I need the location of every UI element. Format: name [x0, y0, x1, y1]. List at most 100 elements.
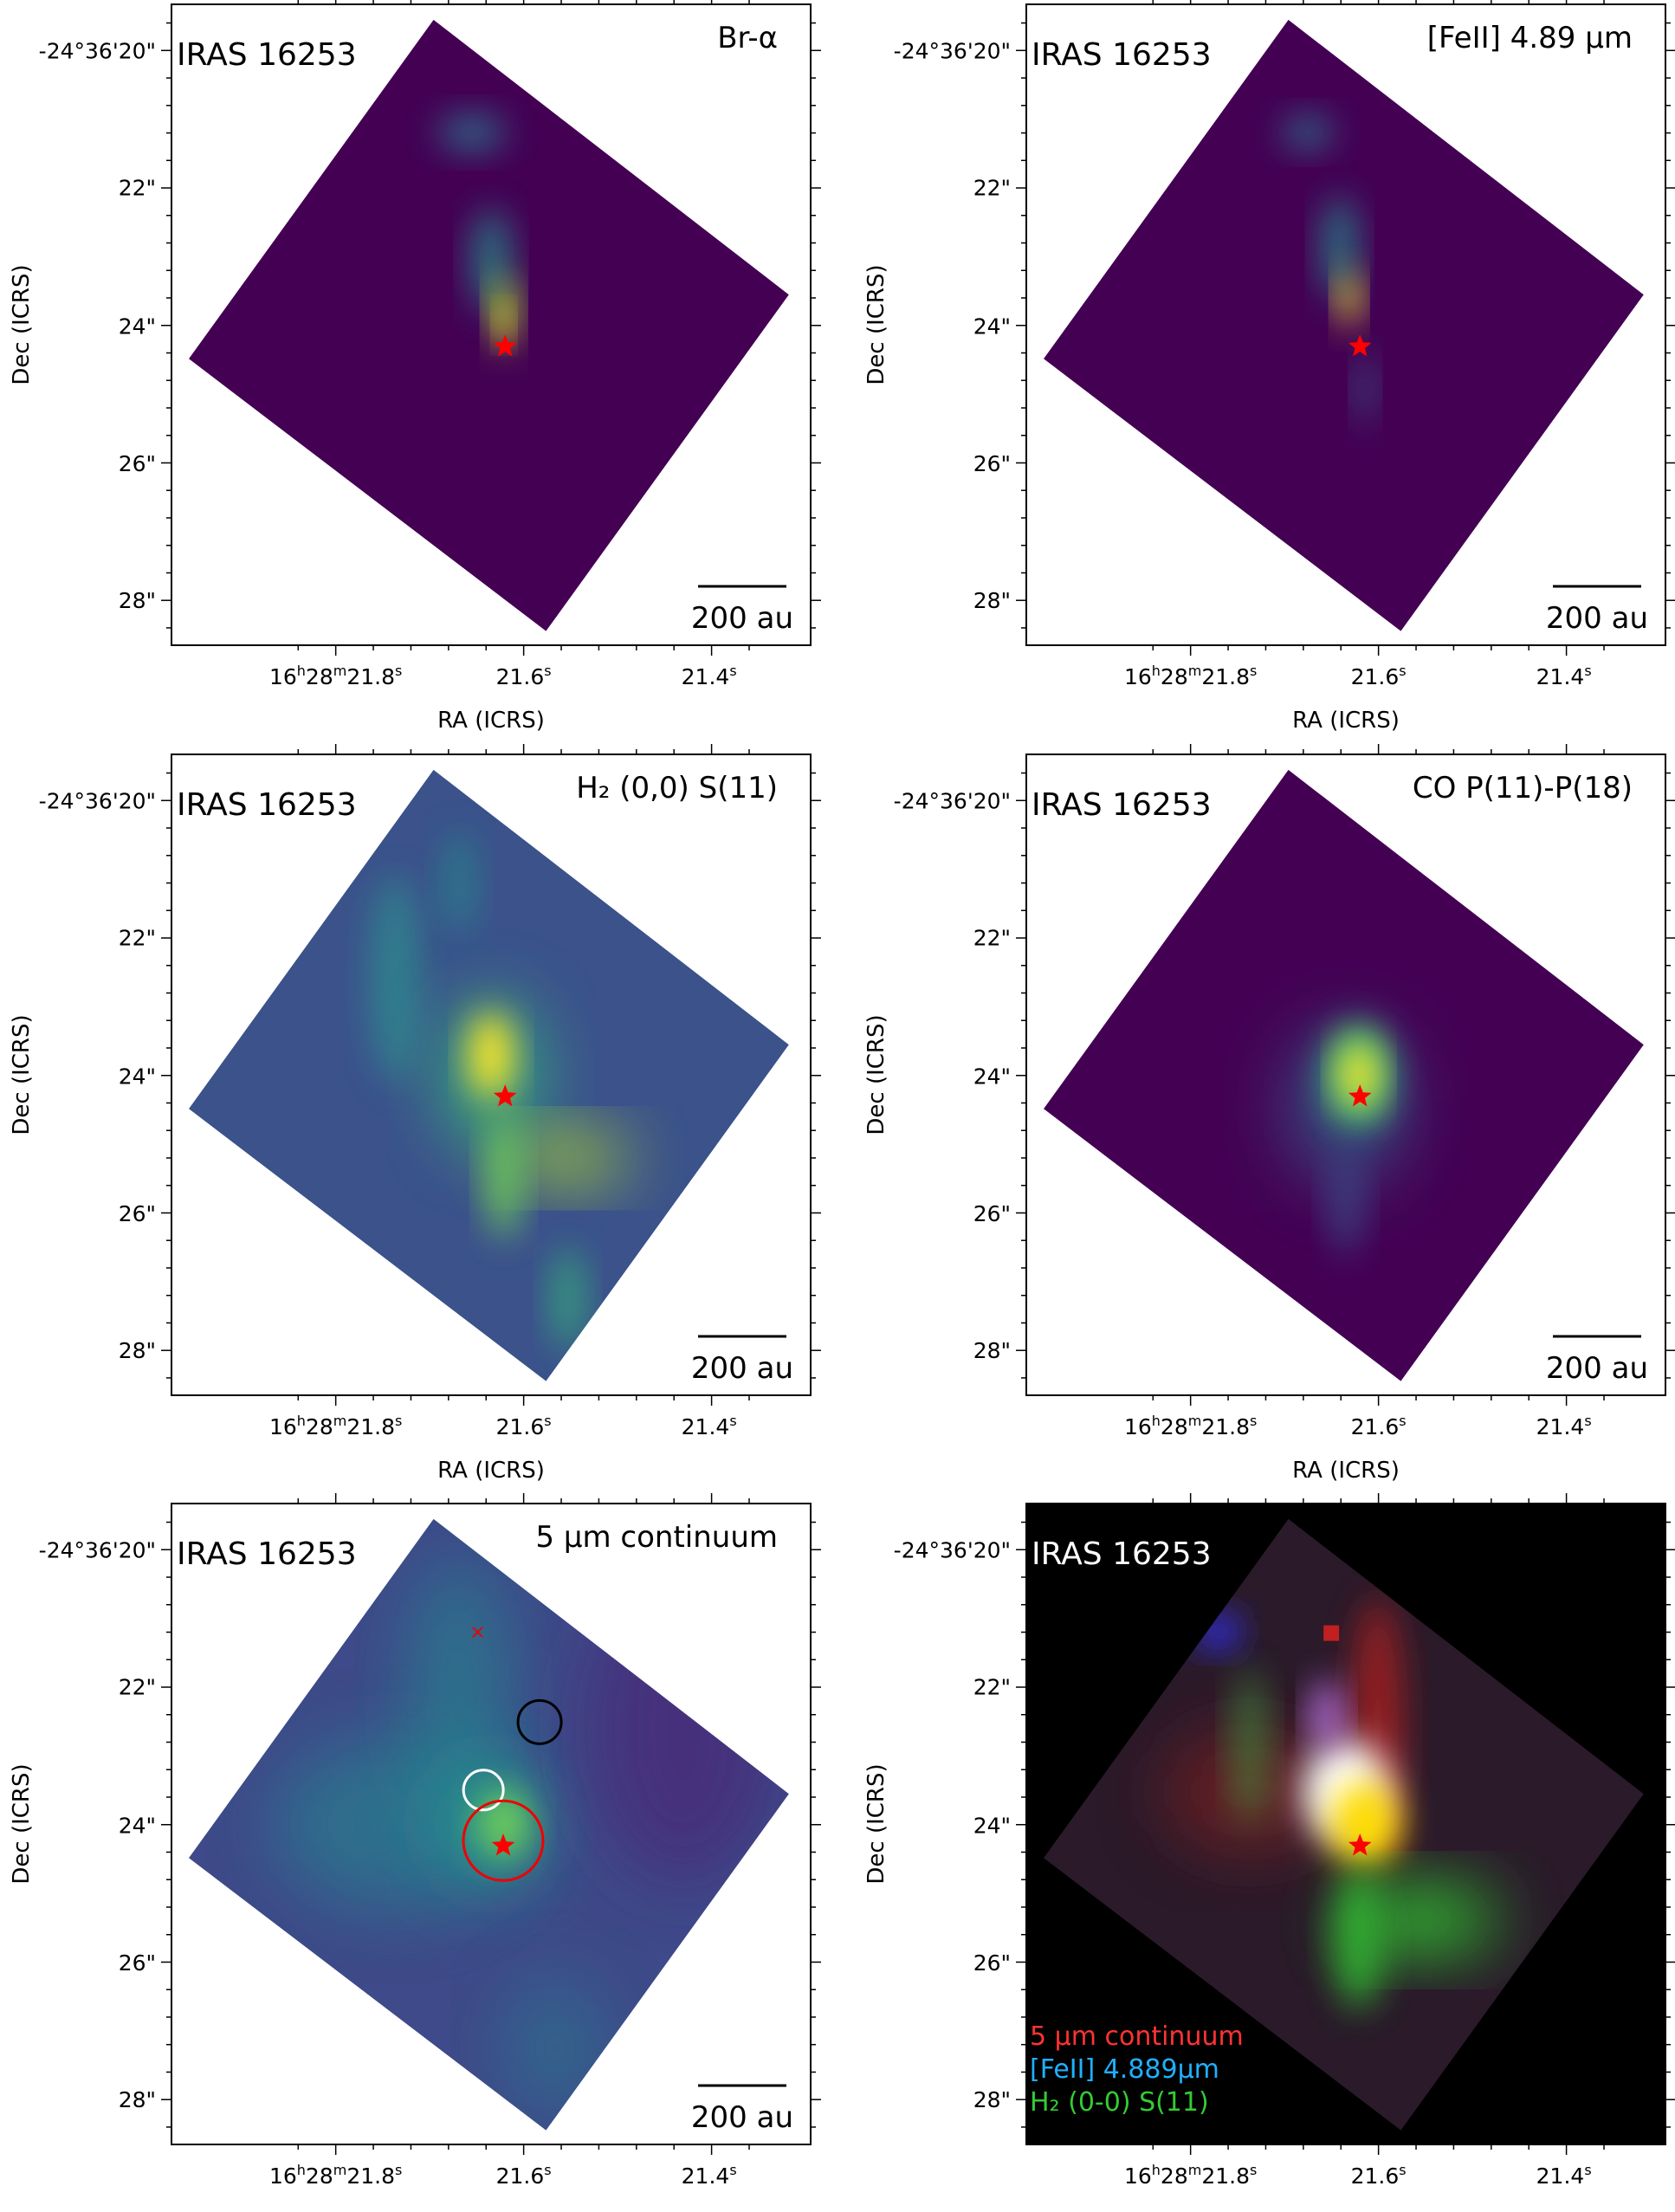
emission-region	[1281, 115, 1334, 150]
y-tick-label: 22"	[973, 1675, 1011, 1700]
image-field	[188, 19, 789, 631]
x-tick-label-part: s	[1399, 663, 1406, 679]
x-tick-label: 21.4s	[1536, 2162, 1592, 2189]
emission-region	[1356, 354, 1374, 424]
star-icon	[1348, 1084, 1372, 1107]
red-patch	[1323, 1625, 1340, 1641]
panel-title: Br-α	[717, 21, 778, 55]
x-tick-label-part: s	[544, 2162, 551, 2178]
x-tick-label-part: 21.4	[682, 2163, 730, 2189]
scale-bar-label: 200 au	[691, 601, 793, 636]
x-tick-label-part: s	[729, 663, 736, 679]
x-tick-label-part: 21.4	[682, 1414, 730, 1439]
x-tick-label-part: s	[1584, 663, 1591, 679]
x-tick-label-part: 16	[1124, 2163, 1152, 2189]
x-tick-label: 21.6s	[496, 663, 552, 689]
object-label: IRAS 16253	[177, 37, 357, 73]
x-axis-label: RA (ICRS)	[437, 708, 545, 734]
x-tick-label-part: s	[395, 663, 402, 679]
x-tick-label-part: 21.4	[1536, 2163, 1585, 2189]
y-tick-label: -24°36'20"	[894, 38, 1011, 63]
y-tick-label: -24°36'20"	[894, 1537, 1011, 1562]
emission-region	[369, 875, 422, 1083]
legend-entry: [FeII] 4.889μm	[1030, 2054, 1219, 2085]
y-tick-label: 22"	[119, 926, 156, 951]
y-tick-label: 24"	[973, 1064, 1011, 1089]
x-tick-label-part: 21.4	[682, 664, 730, 689]
object-label: IRAS 16253	[177, 1536, 357, 1572]
x-tick-label-part: s	[1250, 663, 1257, 679]
emission-region	[437, 113, 507, 152]
emission-region	[1310, 1680, 1342, 1750]
x-tick-label-part: m	[333, 1413, 347, 1429]
y-tick-label: 24"	[973, 1813, 1011, 1838]
emission-region	[550, 1247, 585, 1351]
x-tick-label-part: 21.8	[346, 2163, 395, 2189]
x-tick-label: 21.4s	[682, 663, 737, 689]
emission-region	[507, 1132, 629, 1185]
x-tick-label-part: 28	[1161, 1414, 1188, 1439]
panel-5: ×-24°36'20"22"24"26"28"16h28m21.8s 21.6s 2…	[9, 1493, 821, 2212]
x-tick-label-part: 16	[1124, 1414, 1152, 1439]
panel-title: CO P(11)-P(18)	[1413, 771, 1633, 805]
y-tick-label: -24°36'20"	[39, 38, 156, 63]
x-tick-label: 16h28m21.8s	[1124, 2162, 1257, 2189]
y-axis-label: Dec (ICRS)	[863, 1763, 889, 1884]
scale-bar-label: 200 au	[691, 2100, 793, 2135]
black-circle-marker	[516, 1698, 563, 1745]
image-bra	[188, 19, 789, 631]
y-tick-label: -24°36'20"	[894, 788, 1011, 813]
x-tick-label: 16h28m21.8s	[269, 2162, 402, 2189]
x-tick-label-part: 21.4	[1536, 1414, 1585, 1439]
x-tick-label-part: s	[1250, 1413, 1257, 1429]
emission-region	[442, 831, 477, 935]
y-tick-label: 28"	[973, 1338, 1011, 1363]
x-tick-label-part: s	[1399, 1413, 1406, 1429]
x-tick-label-part: h	[1152, 2162, 1161, 2178]
x-tick-label-part: s	[1250, 2162, 1257, 2178]
y-tick-label: -24°36'20"	[39, 1537, 156, 1562]
emission-region	[1329, 1151, 1363, 1255]
y-tick-label: 24"	[973, 314, 1011, 339]
y-tick-label: 24"	[119, 314, 156, 339]
image-co	[1043, 769, 1644, 1381]
x-tick-label-part: h	[297, 2162, 306, 2178]
x-tick-label-part: h	[297, 1413, 306, 1429]
y-axis-label: Dec (ICRS)	[9, 1763, 35, 1884]
y-tick-label: 26"	[973, 451, 1011, 476]
x-axis-label: RA (ICRS)	[1292, 1458, 1400, 1484]
x-tick-label-part: m	[1188, 2162, 1202, 2178]
emission-region	[1332, 1870, 1385, 2009]
y-tick-label: 28"	[973, 2087, 1011, 2112]
x-tick-label-part: 28	[1161, 2163, 1188, 2189]
x-tick-label-part: 21.4	[1536, 664, 1585, 689]
white-circle-marker	[462, 1769, 505, 1812]
y-tick-label: 28"	[119, 588, 156, 613]
image-field	[1043, 19, 1644, 631]
x-tick-label-part: 21.6	[1351, 664, 1400, 689]
emission-region	[486, 1116, 521, 1239]
emission-region	[477, 1789, 530, 1859]
emission-region	[469, 1012, 513, 1099]
star-icon	[491, 1834, 515, 1856]
scale-bar-label: 200 au	[1546, 1351, 1648, 1386]
y-tick-label: 26"	[973, 1201, 1011, 1226]
x-tick-label-part: m	[333, 663, 347, 679]
x-tick-label-part: s	[1584, 1413, 1591, 1429]
x-tick-label-part: 16	[269, 1414, 297, 1439]
y-tick-label: -24°36'20"	[39, 788, 156, 813]
object-label: IRAS 16253	[1032, 787, 1212, 823]
emission-region	[1330, 1781, 1400, 1867]
x-tick-label-part: 16	[1124, 664, 1152, 689]
x-tick-label-part: 21.6	[496, 664, 545, 689]
x-tick-label-part: 28	[1161, 664, 1188, 689]
y-axis-label: Dec (ICRS)	[863, 264, 889, 385]
x-tick-label: 21.4s	[1536, 663, 1592, 689]
emission-region	[587, 1572, 779, 1884]
x-tick-label-part: 21.6	[1351, 2163, 1400, 2189]
emission-region	[496, 309, 511, 340]
panel-title: H₂ (0,0) S(11)	[576, 771, 778, 805]
legend-entry: 5 μm continuum	[1030, 2021, 1244, 2052]
x-tick-label-part: 28	[306, 664, 333, 689]
